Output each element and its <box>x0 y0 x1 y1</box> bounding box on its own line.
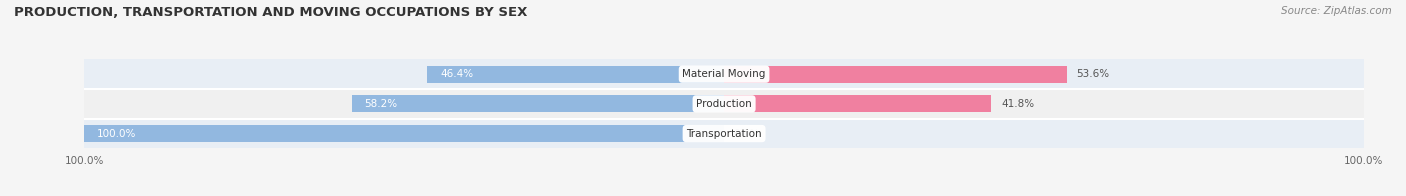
Text: Transportation: Transportation <box>686 129 762 139</box>
Bar <box>427 66 724 83</box>
Text: 53.6%: 53.6% <box>1077 69 1109 79</box>
Text: 46.4%: 46.4% <box>440 69 474 79</box>
Text: 58.2%: 58.2% <box>364 99 398 109</box>
Bar <box>84 59 1364 89</box>
Text: 0.0%: 0.0% <box>734 129 759 139</box>
Bar <box>724 95 991 113</box>
Text: Production: Production <box>696 99 752 109</box>
Text: PRODUCTION, TRANSPORTATION AND MOVING OCCUPATIONS BY SEX: PRODUCTION, TRANSPORTATION AND MOVING OC… <box>14 6 527 19</box>
Bar <box>84 89 1364 119</box>
Bar <box>84 119 1364 148</box>
Text: Source: ZipAtlas.com: Source: ZipAtlas.com <box>1281 6 1392 16</box>
Text: 41.8%: 41.8% <box>1001 99 1035 109</box>
Bar <box>724 66 1067 83</box>
Bar <box>84 125 724 142</box>
Text: Material Moving: Material Moving <box>682 69 766 79</box>
Text: 100.0%: 100.0% <box>97 129 136 139</box>
Bar <box>352 95 724 113</box>
